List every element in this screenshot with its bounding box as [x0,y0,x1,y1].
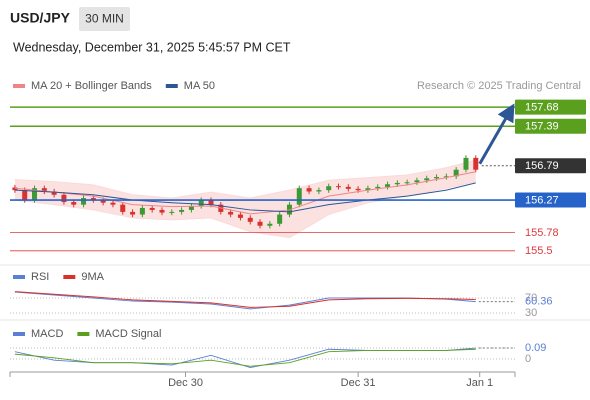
candle-body [355,188,361,191]
candle-body [365,188,371,191]
candle-body [404,182,410,184]
level-label: 157.39 [525,121,559,133]
candle-body [90,198,96,201]
candle-body [41,188,47,192]
candle-body [316,190,322,192]
y-tick-label: 70 [525,292,537,304]
candle-body [61,194,67,203]
candle-body [345,186,351,189]
candle-body [100,200,106,203]
candle-body [385,184,391,187]
level-label: 156.79 [525,160,559,172]
series-line [14,171,476,215]
candle-body [424,178,430,181]
candle-body [247,217,253,222]
candle-body [394,182,400,185]
x-tick-label: Dec 30 [168,377,203,389]
series-line [14,182,476,213]
x-tick-label: Dec 31 [341,377,376,389]
level-box [515,99,586,115]
candle-body [51,191,57,195]
candle-body [169,211,175,213]
legend-label: MA 50 [184,80,215,92]
interval-badge[interactable] [79,7,130,31]
candle-body [81,198,87,205]
last-value-label: 60.36 [525,296,553,308]
legend-label: RSI [31,271,49,283]
candle-body [32,188,38,201]
candle-body [179,209,185,212]
legend-label: 9MA [81,271,104,283]
legend-swatch [63,275,76,279]
y-tick-label: 0 [525,353,531,365]
candle-body [110,202,116,205]
y-tick-label: 0.09 [525,342,546,354]
candle-body [277,214,283,224]
candle-body [453,169,459,177]
symbol: USD/JPY [10,10,71,26]
candle-body [188,205,194,210]
candle-body [267,223,273,226]
interval[interactable]: 30 MIN [85,12,124,26]
candle-body [71,202,77,205]
level-label: 155.5 [525,245,553,257]
candle-body [335,186,341,188]
level-label: 157.68 [525,102,559,114]
x-tick-label: Jan 1 [466,377,493,389]
datetime: Wednesday, December 31, 2025 5:45:57 PM … [13,40,291,54]
candle-body [463,157,469,170]
level-box [515,192,586,208]
legend-swatch [13,84,25,88]
candle-body [198,200,204,206]
level-label: 156.27 [525,194,559,206]
series-line [14,348,476,367]
candle-body [149,207,155,210]
legend-label: MACD Signal [95,328,161,340]
legend-label: MACD [31,328,63,340]
candle-body [120,204,126,212]
legend-swatch [165,84,178,88]
level-label: 155.78 [525,227,559,239]
candle-body [228,211,234,215]
series-line [14,291,476,310]
series-line [14,291,476,308]
candle-body [473,157,479,170]
bollinger-band [14,159,476,238]
candle-body [326,186,332,191]
candle-body [139,207,145,215]
candle-body [12,187,18,191]
candle-body [257,221,263,226]
series-line [14,347,476,368]
level-box [515,158,586,174]
candle-body [22,190,28,201]
candle-body [237,214,243,218]
y-tick-label: 30 [525,307,537,319]
candle-body [296,188,302,205]
candle-body [306,188,312,192]
legend-label: MA 20 + Bollinger Bands [31,80,152,92]
candle-body [159,209,165,213]
legend-swatch [13,332,25,336]
annotation: Research © 2025 Trading Central [417,80,581,92]
forecast-arrow [478,103,515,165]
level-box [515,118,586,134]
legend-swatch [13,275,25,279]
candle-body [130,211,136,215]
candle-body [208,200,214,205]
legend-swatch [77,332,90,336]
candle-body [414,180,420,183]
candle-body [434,176,440,179]
candle-body [443,176,449,178]
candle-body [375,186,381,189]
band-edge [14,159,476,199]
